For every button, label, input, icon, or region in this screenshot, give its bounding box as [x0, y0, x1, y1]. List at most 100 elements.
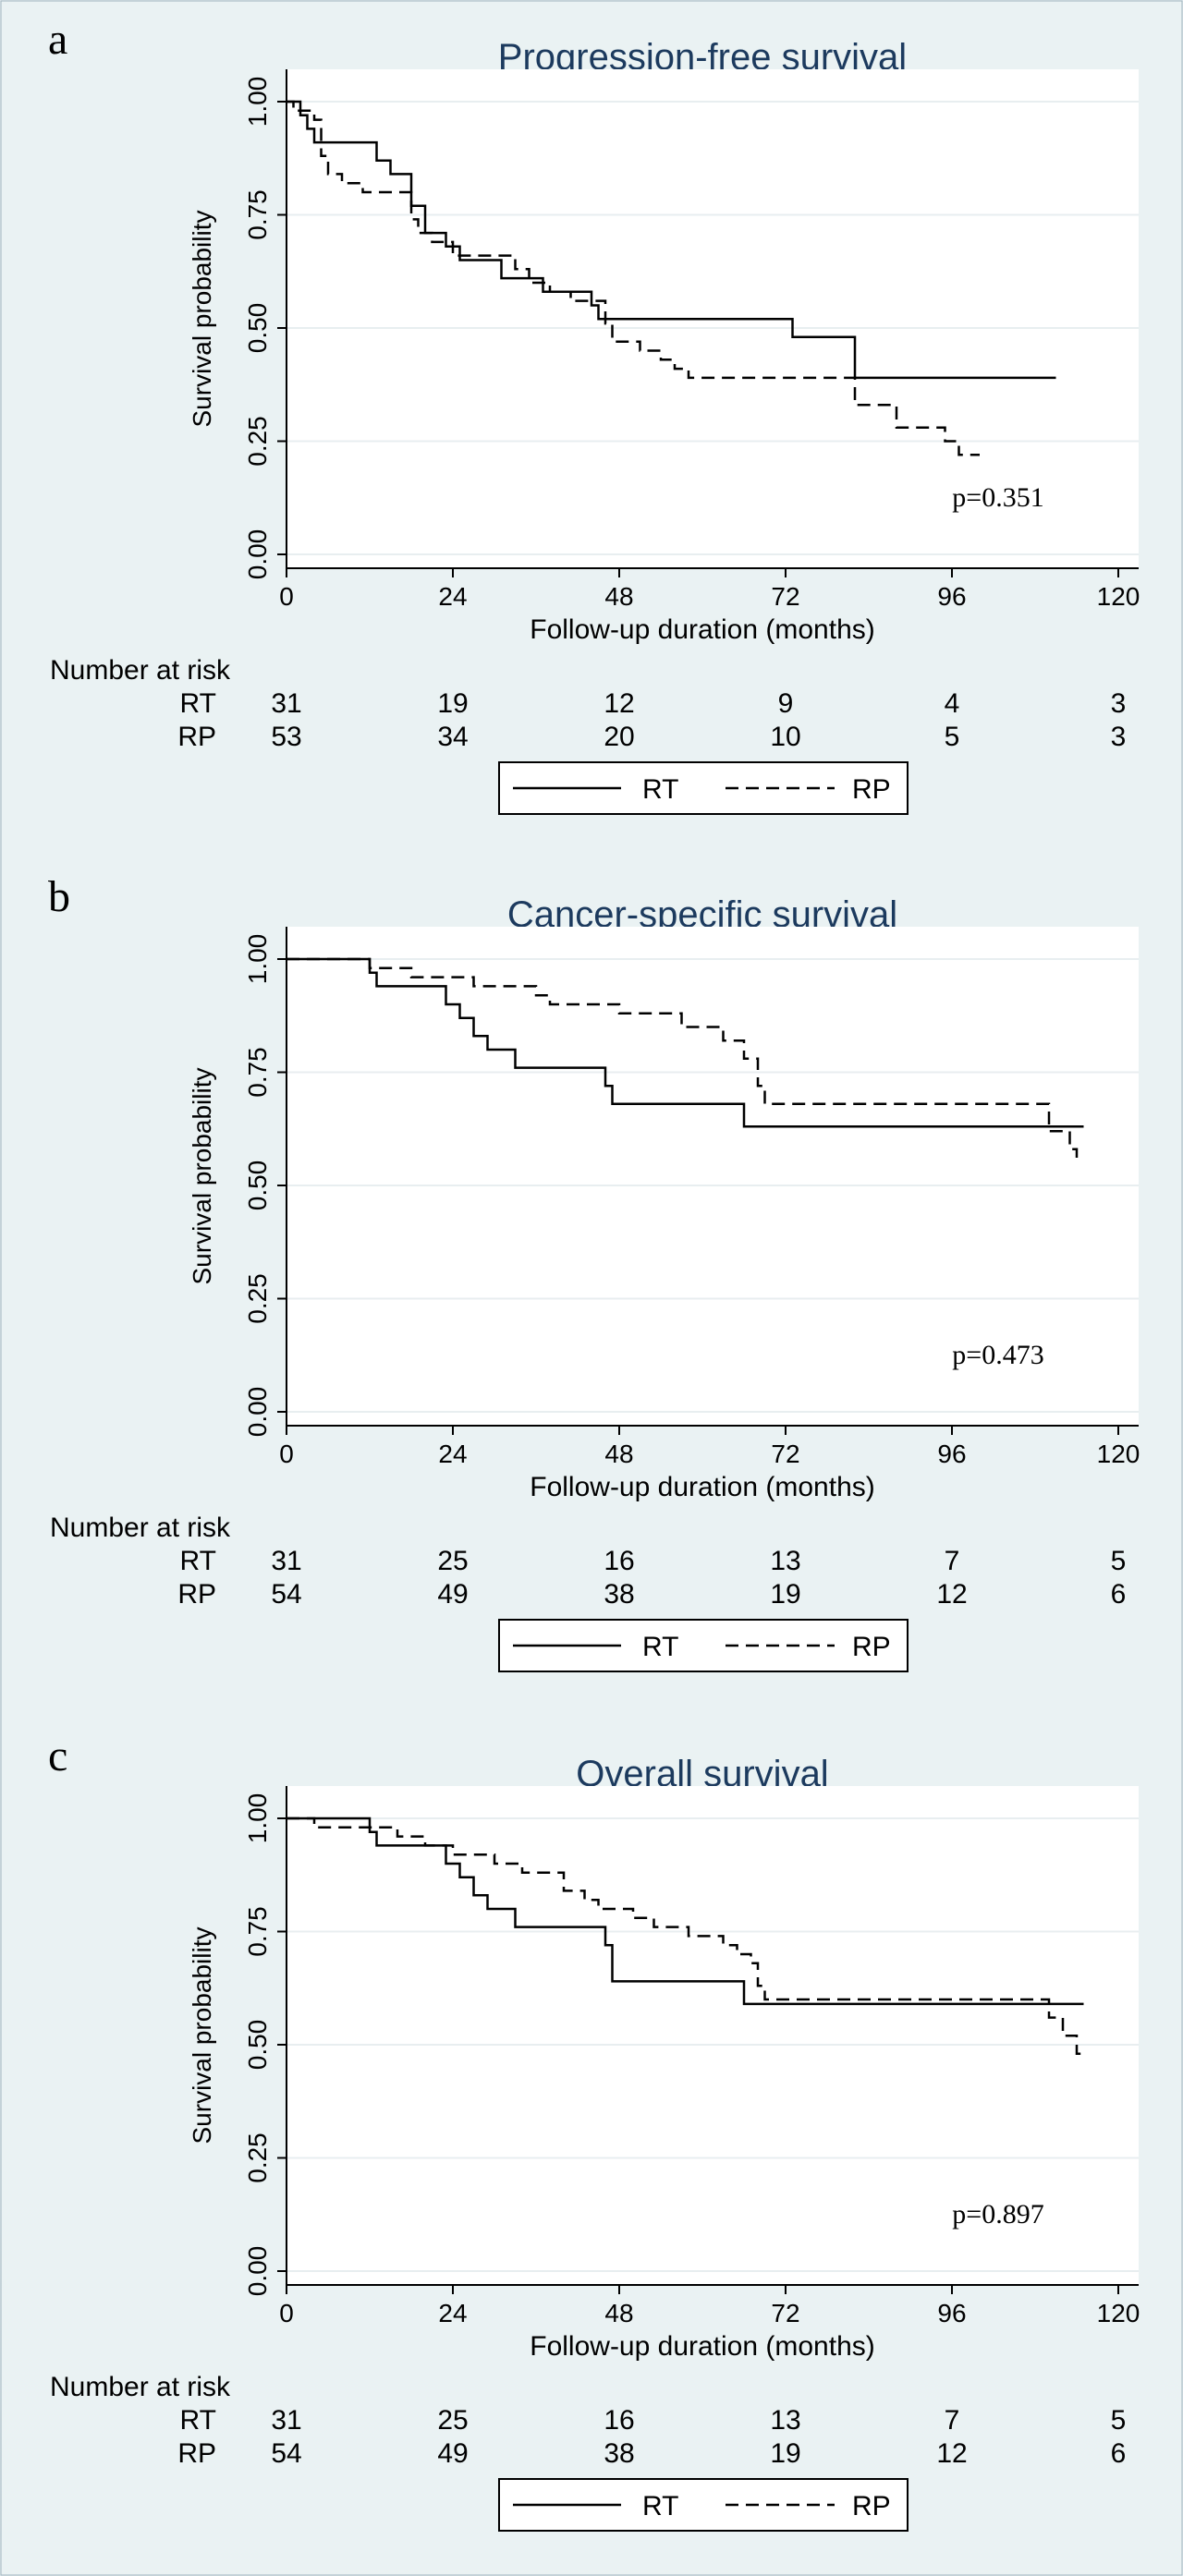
risk-table-cell: 9 [778, 688, 794, 719]
legend: RT RP [498, 2478, 909, 2532]
panel-label: a [48, 15, 67, 64]
risk-table-cell: 16 [604, 1546, 634, 1576]
risk-table-cell: 6 [1111, 1579, 1127, 1610]
legend-label-rt: RT [642, 2491, 678, 2521]
risk-table-cell: 49 [437, 1579, 468, 1610]
y-tick-label: 1.00 [243, 77, 272, 128]
plot-area [287, 1786, 1139, 2285]
x-tick-label: 120 [1097, 1440, 1140, 1468]
risk-table-group: RT [180, 1546, 216, 1576]
panel-label: c [48, 1732, 67, 1780]
chart-panel-c: c Overall survival0.000.250.500.751.00Sur… [48, 1732, 1140, 2532]
risk-table-cell: 5 [945, 722, 960, 752]
x-tick-label: 0 [279, 582, 294, 611]
risk-table-cell: 31 [271, 1546, 301, 1576]
y-tick-label: 0.75 [243, 189, 272, 240]
p-value: p=0.897 [952, 2199, 1043, 2230]
x-tick-label: 0 [279, 2299, 294, 2327]
x-tick-label: 24 [438, 582, 467, 611]
risk-table-cell: 3 [1111, 688, 1127, 719]
risk-table-cell: 4 [945, 688, 960, 719]
risk-table-cell: 19 [770, 1579, 800, 1610]
series-line-rt [287, 957, 1084, 1128]
risk-table-group: RP [177, 2438, 216, 2469]
x-tick-label: 120 [1097, 582, 1140, 611]
risk-table-header: Number at risk [50, 1513, 231, 1543]
risk-table-cell: 13 [770, 2405, 800, 2436]
series-line-rp [287, 100, 980, 456]
risk-table-cell: 19 [770, 2438, 800, 2469]
p-value: p=0.351 [952, 482, 1043, 513]
risk-table-cell: 54 [271, 2438, 301, 2469]
risk-table-cell: 34 [437, 722, 468, 752]
x-tick-label: 96 [937, 582, 966, 611]
chart-panel-a: a Progression-free survival0.000.250.500.… [48, 15, 1140, 815]
risk-table-cell: 12 [936, 1579, 967, 1610]
legend-label-rp: RP [852, 774, 891, 805]
x-tick-label: 48 [604, 1440, 633, 1468]
x-tick-label: 48 [604, 2299, 633, 2327]
legend-label-rt: RT [642, 1632, 678, 1662]
y-tick-label: 0.75 [243, 1047, 272, 1098]
risk-table-cell: 54 [271, 1579, 301, 1610]
x-tick-label: 48 [604, 582, 633, 611]
y-tick-label: 1.00 [243, 1793, 272, 1844]
series-line-rt [287, 1817, 1084, 2006]
x-tick-label: 96 [937, 1440, 966, 1468]
risk-table-group: RT [180, 2405, 216, 2436]
risk-table-cell: 20 [604, 722, 634, 752]
risk-table-group: RT [180, 688, 216, 719]
x-tick-label: 24 [438, 1440, 467, 1468]
p-value: p=0.473 [952, 1340, 1043, 1370]
risk-table-cell: 10 [770, 722, 800, 752]
x-axis-label: Follow-up duration (months) [530, 614, 875, 645]
risk-table-cell: 12 [936, 2438, 967, 2469]
x-tick-label: 72 [771, 582, 799, 611]
risk-table-cell: 16 [604, 2405, 634, 2436]
y-tick-label: 0.50 [243, 303, 272, 354]
x-tick-label: 72 [771, 2299, 799, 2327]
risk-table-cell: 3 [1111, 722, 1127, 752]
risk-table-cell: 7 [945, 2405, 960, 2436]
series-line-rp [287, 957, 1079, 1163]
legend-label-rp: RP [852, 2491, 891, 2521]
y-axis-label: Survival probability [188, 1068, 216, 1285]
y-tick-label: 0.50 [243, 2020, 272, 2071]
risk-table-cell: 38 [604, 2438, 634, 2469]
x-tick-label: 24 [438, 2299, 467, 2327]
risk-table-cell: 7 [945, 1546, 960, 1576]
legend-label-rp: RP [852, 1632, 891, 1662]
y-tick-label: 0.75 [243, 1906, 272, 1957]
risk-table-cell: 49 [437, 2438, 468, 2469]
risk-table-cell: 5 [1111, 2405, 1127, 2436]
risk-table-cell: 31 [271, 688, 301, 719]
y-tick-label: 0.50 [243, 1160, 272, 1211]
x-axis-label: Follow-up duration (months) [530, 1472, 875, 1502]
risk-table-group: RP [177, 722, 216, 752]
risk-table-cell: 13 [770, 1546, 800, 1576]
y-axis-label: Survival probability [188, 1927, 216, 2145]
x-tick-label: 0 [279, 1440, 294, 1468]
risk-table-cell: 25 [437, 1546, 468, 1576]
risk-table-cell: 12 [604, 688, 634, 719]
x-tick-label: 72 [771, 1440, 799, 1468]
y-tick-label: 0.00 [243, 2246, 272, 2297]
panel-label: b [48, 872, 70, 921]
risk-table-cell: 6 [1111, 2438, 1127, 2469]
series-line-rp [287, 1817, 1084, 2056]
y-tick-label: 0.25 [243, 2132, 272, 2183]
y-tick-label: 0.25 [243, 416, 272, 467]
risk-table-cell: 5 [1111, 1546, 1127, 1576]
y-axis-label: Survival probability [188, 211, 216, 428]
y-tick-label: 1.00 [243, 934, 272, 985]
risk-table-cell: 53 [271, 722, 301, 752]
legend: RT RP [498, 1619, 909, 1672]
legend-label-rt: RT [642, 774, 678, 805]
y-tick-label: 0.25 [243, 1273, 272, 1324]
x-axis-label: Follow-up duration (months) [530, 2331, 875, 2362]
risk-table-cell: 25 [437, 2405, 468, 2436]
risk-table-header: Number at risk [50, 655, 231, 686]
y-tick-label: 0.00 [243, 1387, 272, 1438]
